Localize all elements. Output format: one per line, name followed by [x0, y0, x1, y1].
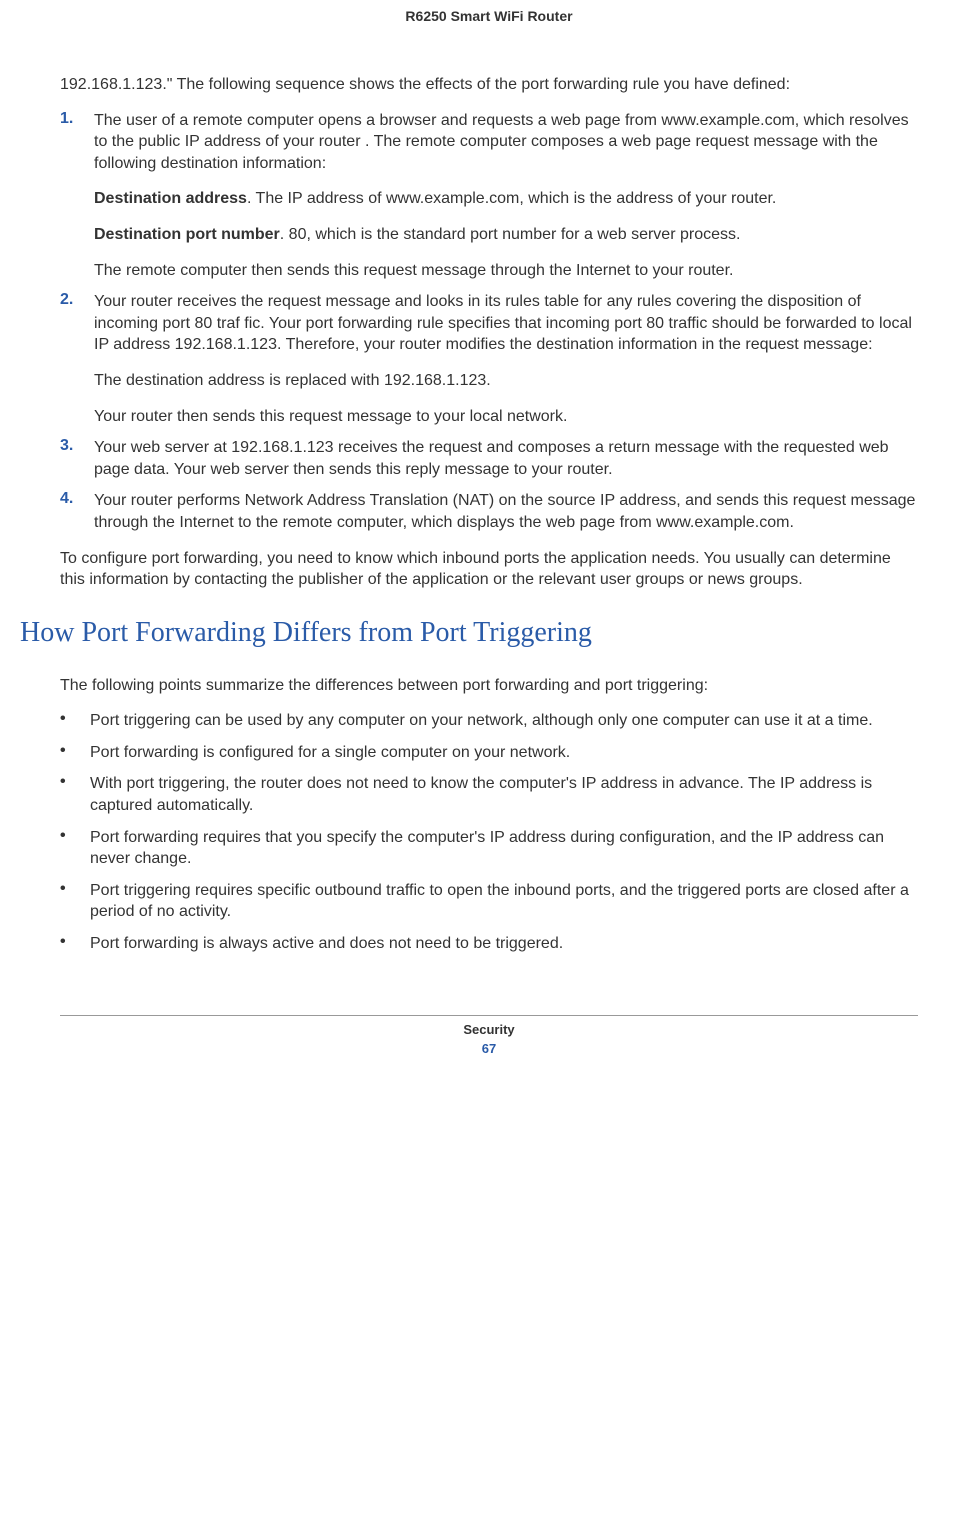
body-text: Your router performs Network Address Tra…: [94, 490, 918, 533]
bullet-marker: •: [60, 773, 90, 816]
footer-section-name: Security: [60, 1022, 918, 1037]
footer-page-number: 67: [60, 1041, 918, 1056]
list-item: •With port triggering, the router does n…: [60, 773, 918, 816]
list-marker: 3.: [60, 437, 94, 480]
closing-paragraph: To configure port forwarding, you need t…: [60, 548, 918, 591]
bold-label: Destination port number: [94, 226, 280, 243]
list-item: 4.Your router performs Network Address T…: [60, 490, 918, 533]
bullet-text: Port forwarding is configured for a sing…: [90, 742, 918, 764]
body-text: The user of a remote computer opens a br…: [94, 110, 918, 175]
list-item-content: Your web server at 192.168.1.123 receive…: [94, 437, 918, 480]
bullet-text: Port forwarding is always active and doe…: [90, 933, 918, 955]
list-item: 2.Your router receives the request messa…: [60, 291, 918, 427]
bullet-text: With port triggering, the router does no…: [90, 773, 918, 816]
list-item: •Port triggering requires specific outbo…: [60, 880, 918, 923]
list-item-content: Your router performs Network Address Tra…: [94, 490, 918, 533]
list-item: •Port triggering can be used by any comp…: [60, 710, 918, 732]
bullet-list: •Port triggering can be used by any comp…: [60, 710, 918, 954]
body-text: The remote computer then sends this requ…: [94, 260, 918, 282]
steps-list: 1.The user of a remote computer opens a …: [60, 110, 918, 534]
list-item: •Port forwarding is configured for a sin…: [60, 742, 918, 764]
body-text: Your router then sends this request mess…: [94, 406, 918, 428]
list-item: 1.The user of a remote computer opens a …: [60, 110, 918, 282]
page-header-title: R6250 Smart WiFi Router: [60, 0, 918, 74]
bullet-marker: •: [60, 880, 90, 923]
page-footer: Security 67: [60, 1015, 918, 1056]
section-intro: The following points summarize the diffe…: [60, 675, 918, 697]
body-text: Destination port number. 80, which is th…: [94, 224, 918, 246]
bullet-text: Port triggering can be used by any compu…: [90, 710, 918, 732]
body-text: Your router receives the request message…: [94, 291, 918, 356]
list-item-content: The user of a remote computer opens a br…: [94, 110, 918, 282]
bullet-marker: •: [60, 742, 90, 764]
bullet-marker: •: [60, 933, 90, 955]
bold-label: Destination address: [94, 190, 247, 207]
body-text: Your web server at 192.168.1.123 receive…: [94, 437, 918, 480]
list-item: 3.Your web server at 192.168.1.123 recei…: [60, 437, 918, 480]
body-text: The destination address is replaced with…: [94, 370, 918, 392]
list-marker: 1.: [60, 110, 94, 282]
bullet-marker: •: [60, 710, 90, 732]
bullet-marker: •: [60, 827, 90, 870]
list-item-content: Your router receives the request message…: [94, 291, 918, 427]
intro-paragraph: 192.168.1.123." The following sequence s…: [60, 74, 918, 96]
list-marker: 4.: [60, 490, 94, 533]
section-heading: How Port Forwarding Differs from Port Tr…: [20, 617, 918, 649]
bullet-text: Port forwarding requires that you specif…: [90, 827, 918, 870]
list-marker: 2.: [60, 291, 94, 427]
list-item: •Port forwarding requires that you speci…: [60, 827, 918, 870]
body-text: Destination address. The IP address of w…: [94, 188, 918, 210]
list-item: •Port forwarding is always active and do…: [60, 933, 918, 955]
bullet-text: Port triggering requires specific outbou…: [90, 880, 918, 923]
